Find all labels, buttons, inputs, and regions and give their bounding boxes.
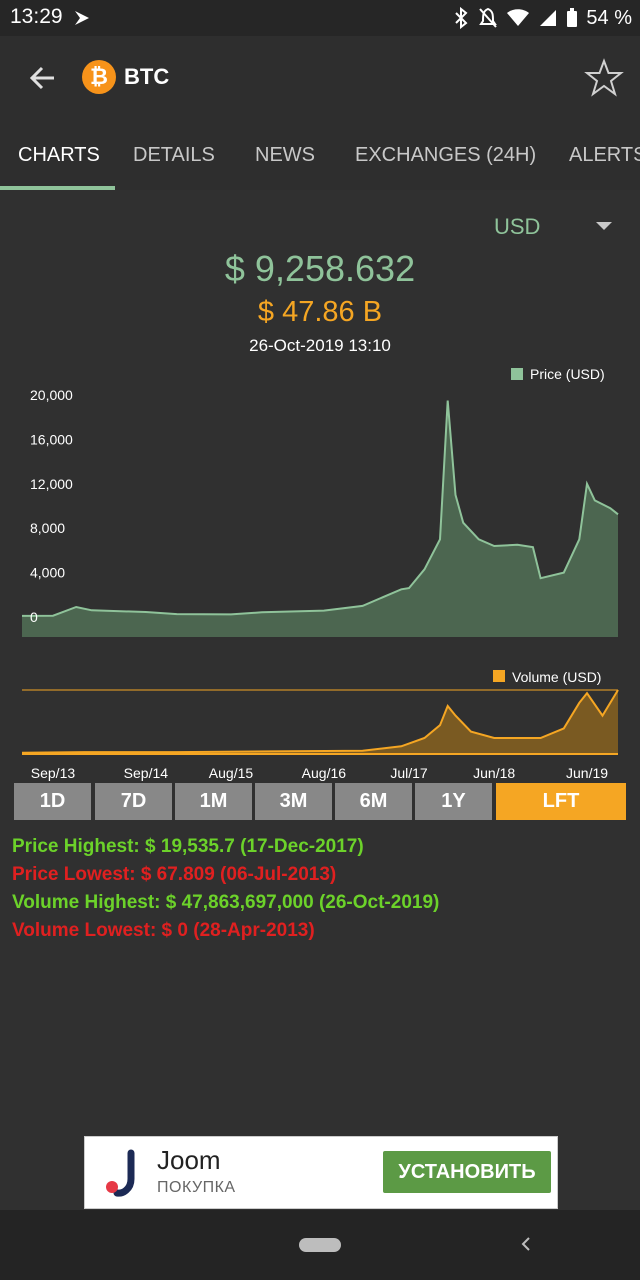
tab-alerts[interactable]: ALERTS [569,144,640,166]
price-area [22,400,618,637]
volume-line [21,689,619,754]
favorite-star-icon[interactable] [584,58,624,98]
range-3m-button[interactable]: 3M [255,783,332,820]
system-nav-bar [0,1210,640,1280]
y-tick-label: 0 [30,609,38,625]
y-tick-label: 20,000 [30,387,73,403]
ad-title: Joom [157,1145,221,1175]
active-tab-indicator [0,186,115,190]
range-1d-button[interactable]: 1D [14,783,91,820]
x-tick-label: Sep/14 [124,765,169,781]
back-arrow-icon[interactable] [24,60,60,96]
volume-chart[interactable]: Volume (USD) [0,664,640,764]
volume-area [22,690,618,754]
price-lowest: Price Lowest: $ 67.809 (06-Jul-2013) [12,864,337,885]
x-tick-label: Jun/19 [566,765,608,781]
current-price: $ 9,258.632 [224,248,416,289]
price-highest: Price Highest: $ 19,535.7 (17-Dec-2017) [12,836,364,857]
battery-level: 54 % [586,6,632,29]
ad-banner[interactable]: Joom ПОКУПКА УСТАНОВИТЬ [84,1136,558,1209]
market-cap: $ 47.86 B [257,296,383,328]
range-1m-button[interactable]: 1M [175,783,252,820]
price-line [21,400,619,617]
volume-lowest: Volume Lowest: $ 0 (28-Apr-2013) [12,920,315,941]
tab-charts[interactable]: CHARTS [18,144,100,166]
price-legend-swatch [511,368,523,380]
volume-highest: Volume Highest: $ 47,863,697,000 (26-Oct… [12,892,440,913]
battery-icon [567,8,578,27]
range-7d-button[interactable]: 7D [95,783,172,820]
home-button[interactable] [299,1238,341,1252]
volume-legend-label: Volume (USD) [512,669,601,685]
x-tick-label: Jul/17 [390,765,428,781]
signal-icon [540,10,557,26]
ad-install-button[interactable]: УСТАНОВИТЬ [383,1151,551,1193]
y-tick-label: 8,000 [30,520,65,536]
x-tick-label: Aug/15 [209,765,254,781]
ad-subtitle: ПОКУПКА [157,1179,236,1196]
tab-bar: CHARTS DETAILS NEWS EXCHANGES (24H) ALER… [0,140,640,190]
status-bar: 13:29 54 % [0,0,640,36]
wifi-icon [507,9,530,26]
coin-ticker: BTC [124,64,170,89]
bluetooth-icon [455,6,468,30]
status-icons: 54 % [452,4,632,32]
x-tick-label: Sep/13 [31,765,76,781]
range-lft-button[interactable]: LFT [496,783,626,820]
sync-icon [75,11,89,25]
range-buttons: 1D 7D 1M 3M 6M 1Y LFT [14,783,626,820]
tab-details[interactable]: DETAILS [133,144,215,166]
currency-select[interactable]: USD [494,214,541,239]
price-legend-label: Price (USD) [530,366,605,382]
range-6m-button[interactable]: 6M [335,783,412,820]
y-tick-label: 16,000 [30,431,73,447]
price-chart[interactable]: 20,000 16,000 12,000 8,000 4,000 0 Price (USD) [0,360,640,640]
chevron-down-icon[interactable] [596,222,612,230]
nav-back-icon[interactable] [516,1234,536,1254]
y-tick-label: 4,000 [30,565,65,581]
volume-legend-swatch [493,670,505,682]
tab-exchanges[interactable]: EXCHANGES (24H) [355,144,537,166]
range-1y-button[interactable]: 1Y [415,783,492,820]
bitcoin-logo-icon: ₿ [82,60,116,94]
x-axis: Sep/13 Sep/14 Aug/15 Aug/16 Jul/17 Jun/18 Jun/… [31,765,608,781]
y-tick-label: 12,000 [30,476,73,492]
tab-news[interactable]: NEWS [255,144,315,166]
x-tick-label: Jun/18 [473,765,515,781]
muted-bell-icon [479,7,498,28]
price-timestamp: 26-Oct-2019 13:10 [249,336,391,355]
status-time: 13:29 [10,5,63,28]
joom-logo-icon [106,1149,135,1197]
x-tick-label: Aug/16 [302,765,347,781]
